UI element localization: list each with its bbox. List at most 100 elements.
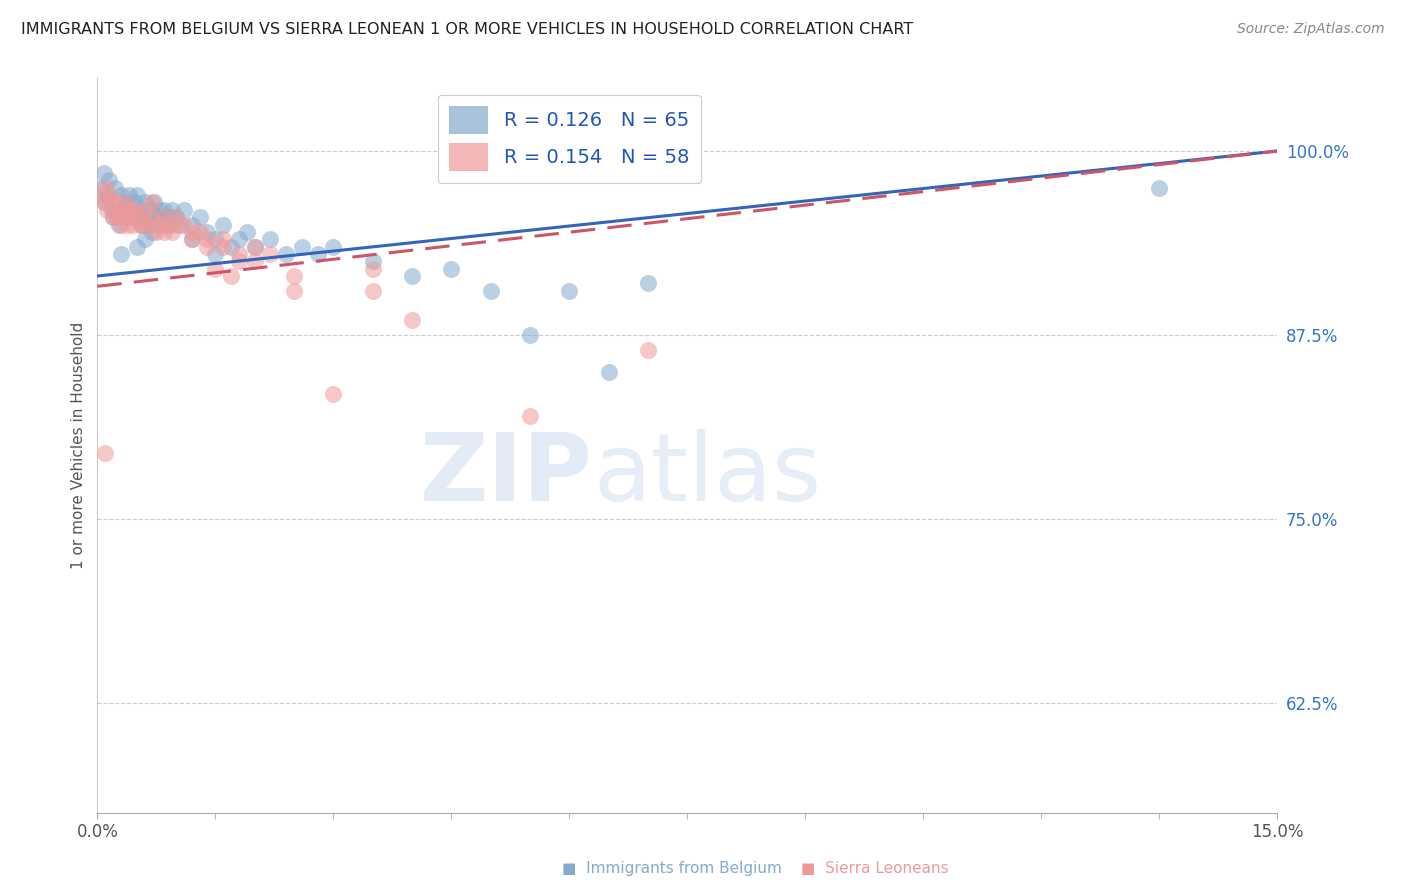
Point — [276, 247, 298, 261]
Point — [134, 202, 156, 217]
Point — [169, 218, 191, 232]
Point — [401, 313, 423, 327]
Point — [105, 210, 128, 224]
Text: ■  Immigrants from Belgium: ■ Immigrants from Belgium — [562, 861, 782, 876]
Point — [1149, 180, 1171, 194]
Point — [141, 195, 163, 210]
Point — [160, 202, 183, 217]
Point — [259, 247, 281, 261]
Point — [114, 195, 136, 210]
Point — [94, 195, 117, 210]
Point — [322, 239, 344, 253]
Point — [105, 202, 128, 217]
Point — [153, 202, 176, 217]
Point — [204, 261, 226, 276]
Point — [129, 218, 152, 232]
Point — [180, 218, 202, 232]
Point — [125, 210, 148, 224]
Point — [121, 218, 143, 232]
Point — [165, 218, 187, 232]
Point — [141, 225, 163, 239]
Point — [94, 180, 117, 194]
Point — [120, 210, 142, 224]
Text: ZIP: ZIP — [420, 428, 593, 521]
Point — [243, 239, 266, 253]
Point — [145, 210, 167, 224]
Point — [361, 261, 384, 276]
Point — [204, 232, 226, 246]
Point — [141, 210, 163, 224]
Point — [180, 232, 202, 246]
Point — [165, 210, 187, 224]
Point — [307, 247, 329, 261]
Point — [118, 202, 141, 217]
Point — [105, 210, 128, 224]
Point — [98, 173, 121, 187]
Point — [114, 195, 136, 210]
Point — [117, 218, 139, 232]
Point — [228, 232, 250, 246]
Point — [197, 225, 219, 239]
Point — [228, 247, 250, 261]
Point — [157, 218, 180, 232]
Point — [197, 232, 219, 246]
Point — [212, 239, 235, 253]
Point — [180, 225, 202, 239]
Point — [132, 218, 155, 232]
Point — [283, 268, 305, 283]
Point — [94, 445, 117, 459]
Legend: R = 0.126   N = 65, R = 0.154   N = 58: R = 0.126 N = 65, R = 0.154 N = 58 — [437, 95, 700, 183]
Text: ■  Sierra Leoneans: ■ Sierra Leoneans — [801, 861, 949, 876]
Point — [100, 195, 122, 210]
Point — [120, 202, 142, 217]
Point — [291, 239, 314, 253]
Point — [153, 210, 176, 224]
Point — [149, 210, 172, 224]
Point — [173, 202, 195, 217]
Point — [259, 232, 281, 246]
Point — [125, 188, 148, 202]
Point — [134, 232, 156, 246]
Point — [180, 232, 202, 246]
Point — [519, 327, 541, 342]
Point — [637, 343, 659, 357]
Point — [598, 365, 620, 379]
Point — [127, 210, 149, 224]
Point — [134, 195, 156, 210]
Point — [243, 239, 266, 253]
Y-axis label: 1 or more Vehicles in Household: 1 or more Vehicles in Household — [72, 321, 86, 569]
Point — [129, 202, 152, 217]
Point — [93, 166, 115, 180]
Point — [118, 188, 141, 202]
Point — [100, 202, 122, 217]
Text: IMMIGRANTS FROM BELGIUM VS SIERRA LEONEAN 1 OR MORE VEHICLES IN HOUSEHOLD CORREL: IMMIGRANTS FROM BELGIUM VS SIERRA LEONEA… — [21, 22, 914, 37]
Point — [124, 195, 146, 210]
Point — [212, 218, 235, 232]
Point — [121, 210, 143, 224]
Point — [125, 239, 148, 253]
Point — [637, 277, 659, 291]
Point — [104, 180, 127, 194]
Text: atlas: atlas — [593, 428, 821, 521]
Point — [101, 210, 124, 224]
Point — [283, 284, 305, 298]
Point — [110, 247, 132, 261]
Point — [173, 218, 195, 232]
Point — [440, 261, 463, 276]
Point — [108, 202, 131, 217]
Point — [124, 202, 146, 217]
Point — [110, 188, 132, 202]
Point — [139, 202, 162, 217]
Point — [519, 409, 541, 423]
Point — [96, 202, 118, 217]
Point — [101, 210, 124, 224]
Point — [160, 225, 183, 239]
Point — [157, 218, 180, 232]
Point — [138, 218, 160, 232]
Point — [145, 225, 167, 239]
Point — [157, 210, 180, 224]
Point — [322, 386, 344, 401]
Point — [361, 284, 384, 298]
Point — [149, 218, 172, 232]
Point — [219, 268, 242, 283]
